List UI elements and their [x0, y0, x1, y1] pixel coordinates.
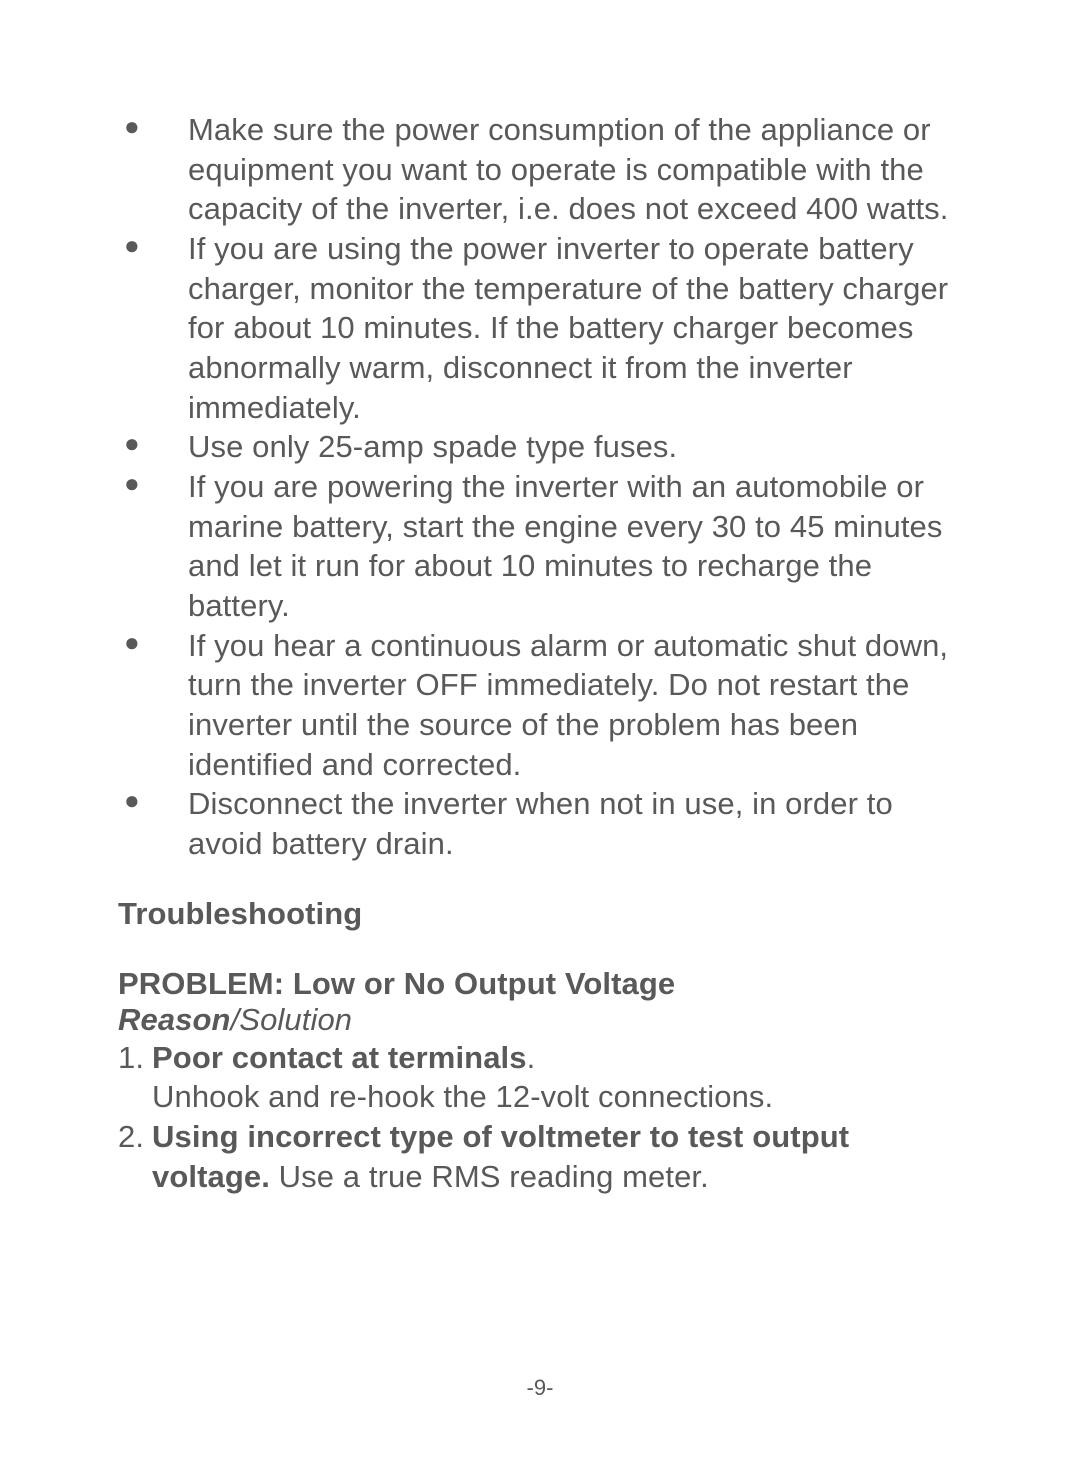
troubleshooting-heading: Troubleshooting — [118, 896, 972, 932]
reason-label-rest: /Solution — [231, 1002, 353, 1037]
bullet-list: Make sure the power consumption of the a… — [118, 110, 972, 864]
problem-heading: PROBLEM: Low or No Output Voltage — [118, 966, 972, 1002]
document-page: Make sure the power consumption of the a… — [0, 0, 1080, 1461]
list-item: Using incorrect type of voltmeter to tes… — [118, 1117, 972, 1196]
list-item: Make sure the power consumption of the a… — [118, 110, 972, 229]
list-item: Poor contact at terminals. Unhook and re… — [118, 1038, 972, 1117]
list-item: If you hear a continuous alarm or automa… — [118, 626, 972, 785]
reason-solution-label: Reason/Solution — [118, 1002, 972, 1038]
item-bold-suffix: . — [527, 1040, 536, 1075]
item-rest: Unhook and re-hook the 12-volt connectio… — [152, 1079, 773, 1114]
numbered-list: Poor contact at terminals. Unhook and re… — [118, 1038, 972, 1197]
list-item: Disconnect the inverter when not in use,… — [118, 784, 972, 863]
list-item: If you are using the power inverter to o… — [118, 229, 972, 427]
item-bold: Poor contact at terminals — [152, 1040, 527, 1075]
list-item: If you are powering the inverter with an… — [118, 467, 972, 626]
reason-label-bold: Reason — [118, 1002, 231, 1037]
list-item: Use only 25-amp spade type fuses. — [118, 427, 972, 467]
item-rest: Use a true RMS reading meter. — [270, 1159, 709, 1194]
page-number: -9- — [0, 1375, 1080, 1401]
